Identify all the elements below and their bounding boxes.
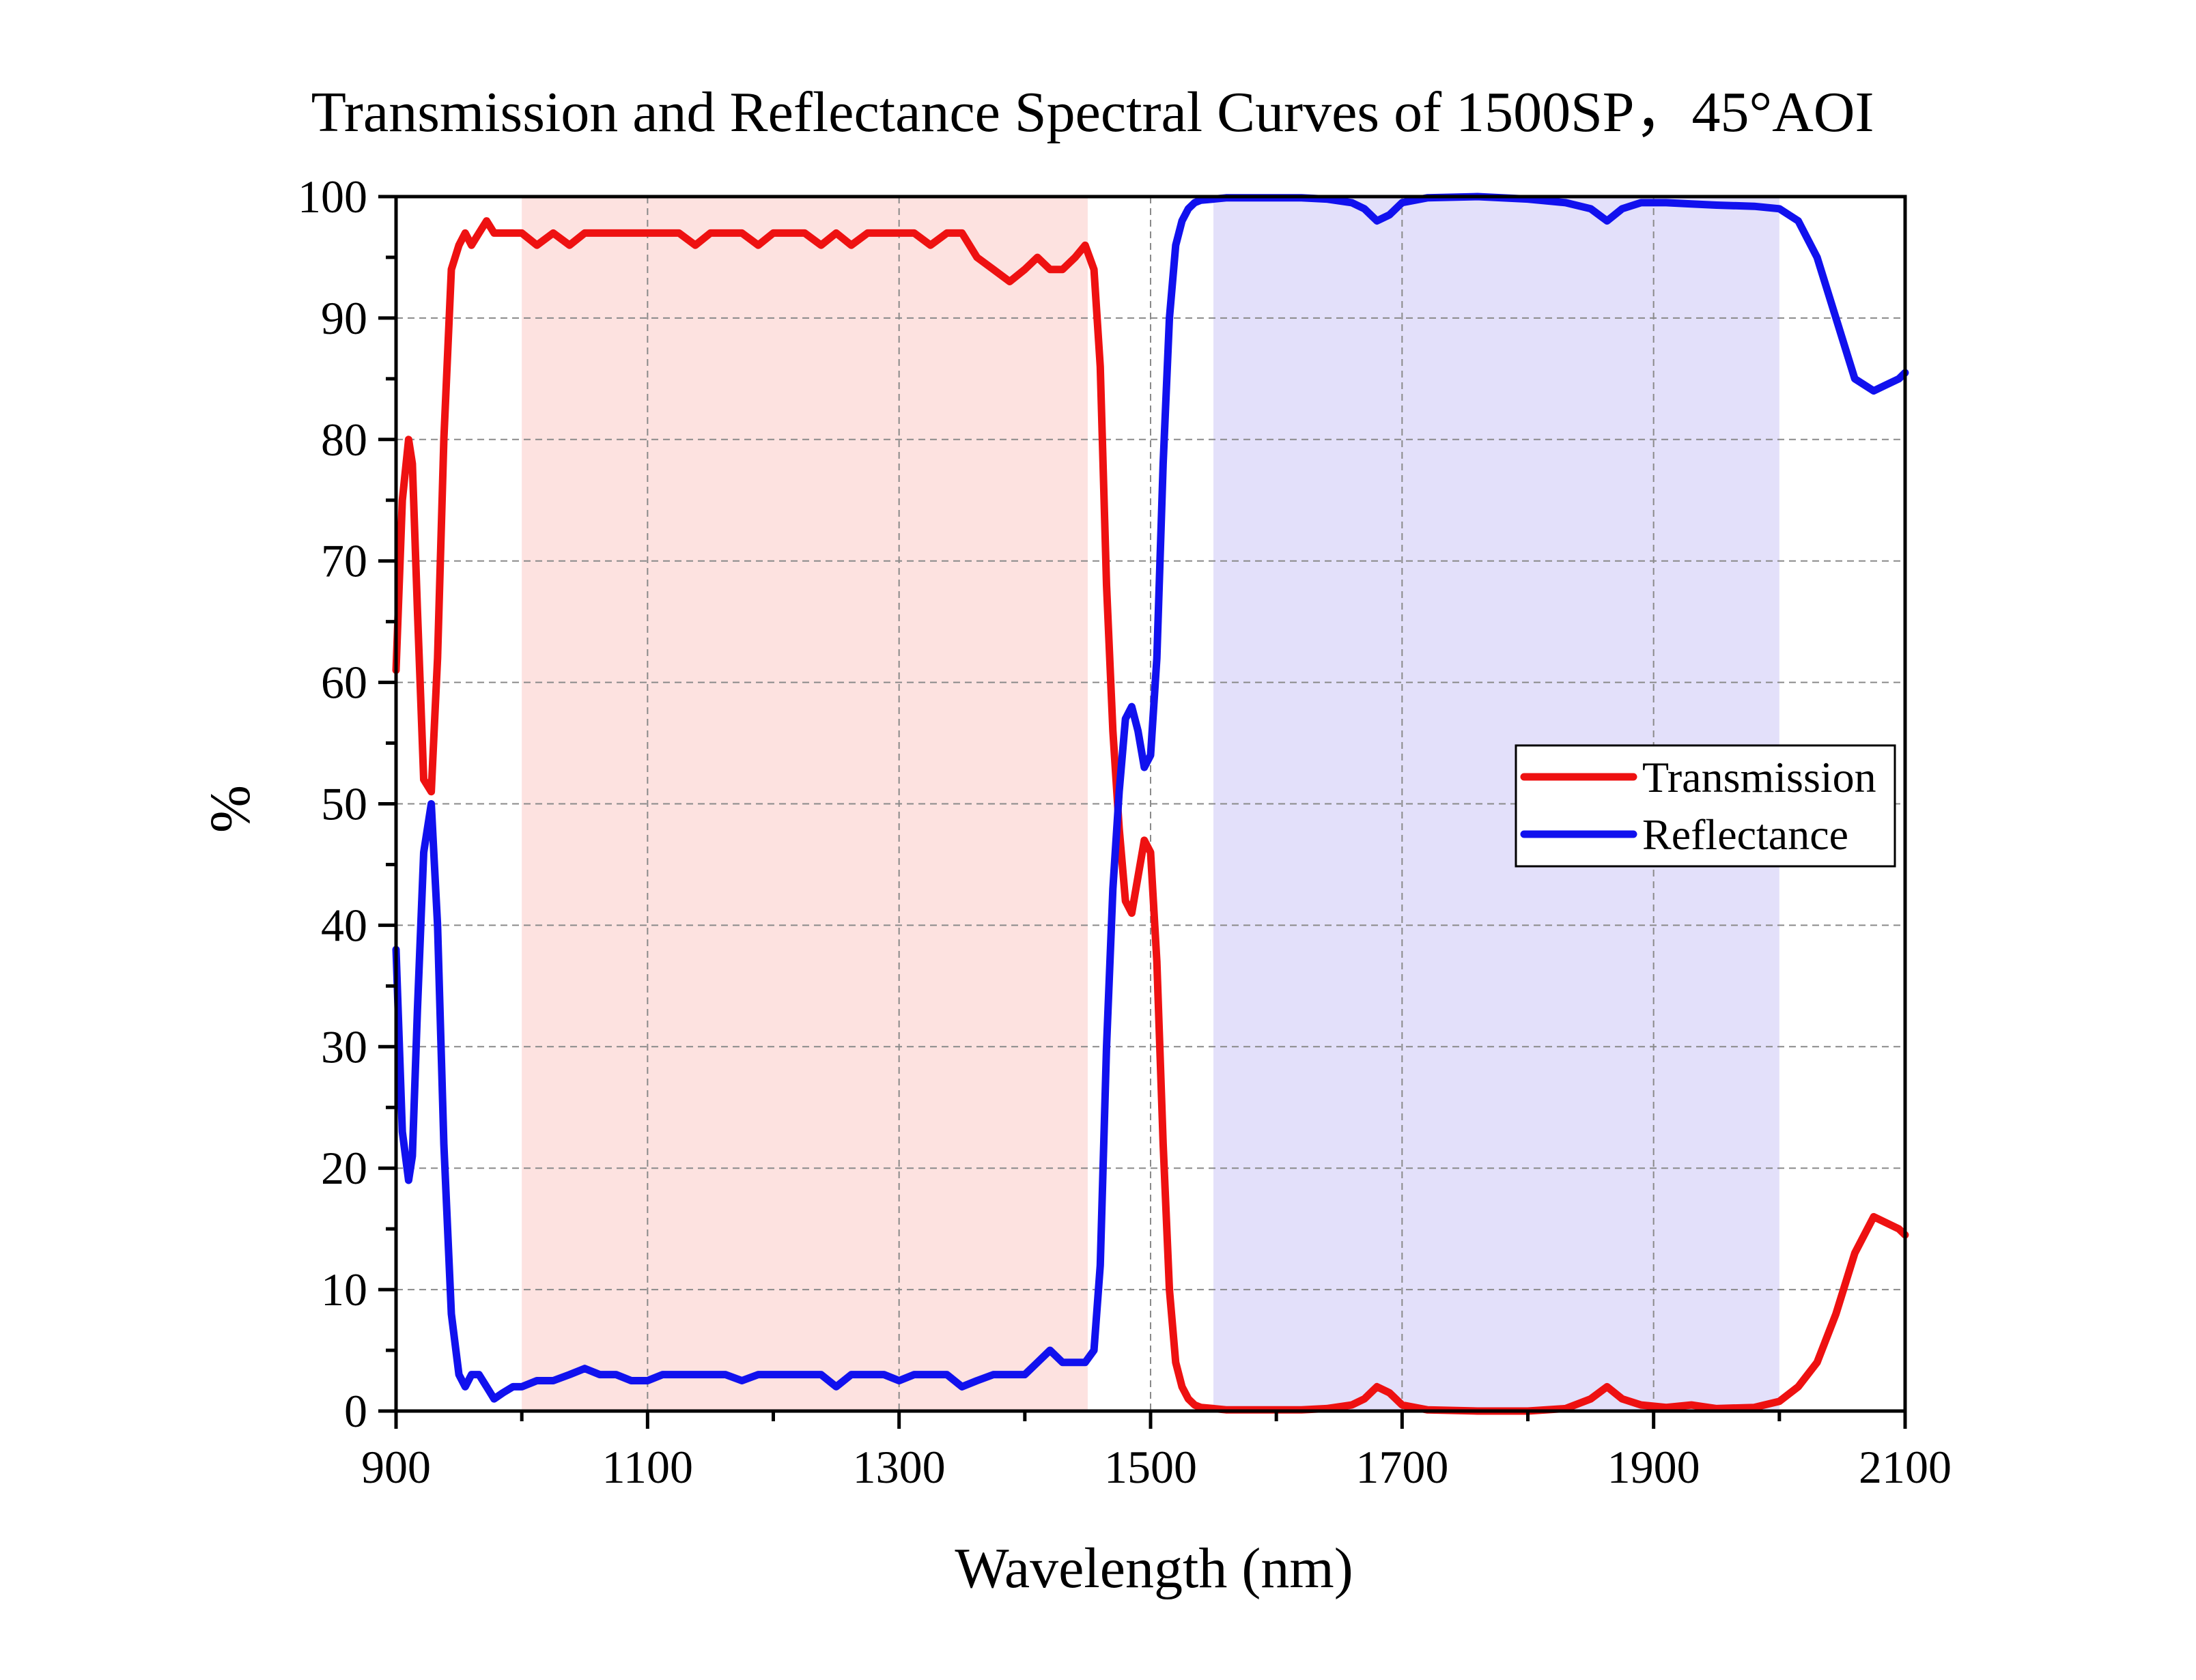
y-tick-label: 100 [298,171,367,223]
y-tick-label: 10 [321,1264,367,1315]
y-tick-label: 20 [321,1142,367,1194]
y-tick-label: 0 [344,1385,367,1437]
x-tick-label: 1700 [1355,1441,1448,1493]
y-axis-title: % [199,785,262,833]
y-tick-label: 70 [321,535,367,587]
y-tick-label: 60 [321,657,367,709]
legend-label-transmission: Transmission [1642,753,1876,801]
y-tick-label: 30 [321,1021,367,1072]
x-tick-label: 1300 [853,1441,946,1493]
y-tick-label: 90 [321,292,367,344]
x-tick-label: 1100 [602,1441,693,1493]
y-tick-label: 50 [321,778,367,830]
chart-title: Transmission and Reflectance Spectral Cu… [311,81,1874,144]
x-tick-label: 1900 [1607,1441,1700,1493]
x-tick-label: 1500 [1104,1441,1197,1493]
reflectance-line [392,193,1909,1403]
grid [396,197,1905,1411]
x-axis: 900 1100 1300 1500 1700 1900 2100 [361,1411,1952,1493]
y-tick-label: 40 [321,899,367,951]
x-tick-label: 900 [361,1441,431,1493]
legend-label-reflectance: Reflectance [1642,810,1848,859]
y-tick-label: 80 [321,414,367,466]
x-tick-label: 2100 [1859,1441,1952,1493]
legend: Transmission Reflectance [1515,744,1896,868]
y-axis: 0 10 20 30 40 50 60 70 80 90 100 [298,171,396,1437]
x-axis-title: Wavelength (nm) [955,1537,1353,1600]
legend-box [1515,744,1896,868]
